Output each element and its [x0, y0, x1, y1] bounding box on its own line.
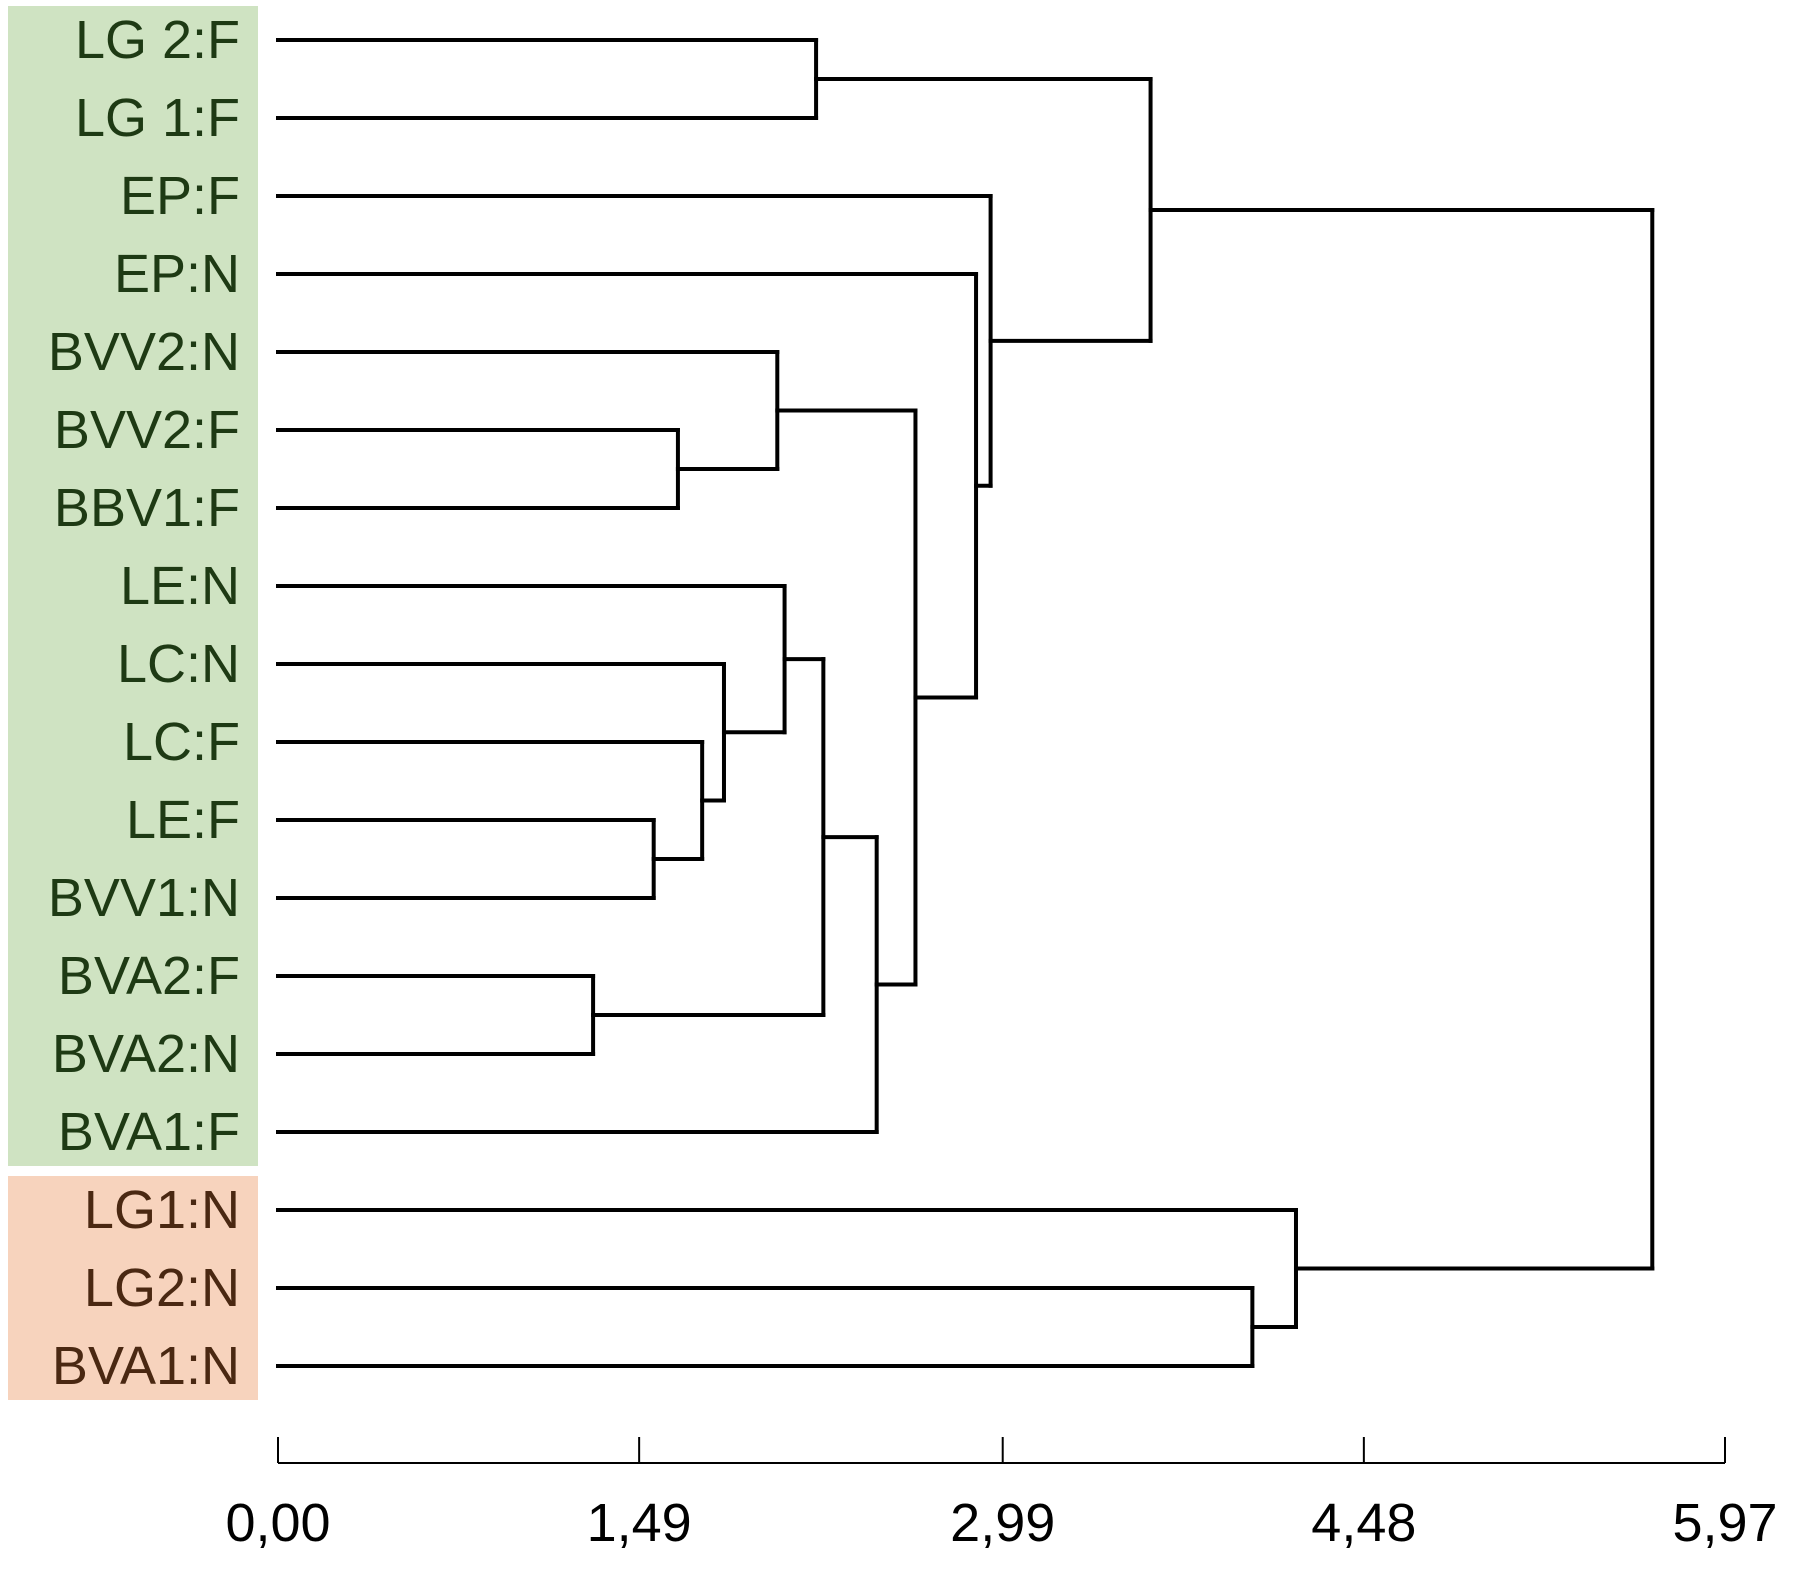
leaf-labels: LG 2:F LG 1:F EP:F EP:N BVV2:N BVV2:F BBV1:F LE… — [48, 10, 240, 1396]
leaf-label: BVA2:N — [52, 1024, 240, 1084]
leaf-label: LG1:N — [84, 1180, 240, 1240]
leaf-label: EP:F — [120, 166, 240, 226]
leaf-label: EP:N — [114, 244, 240, 304]
dendrogram-branches — [276, 38, 1655, 1368]
group-background-green — [8, 6, 258, 1166]
leaf-label: LC:N — [117, 634, 240, 694]
leaf-label: BVV1:N — [48, 868, 240, 928]
leaf-label: BBV1:F — [54, 478, 240, 538]
leaf-label: BVA1:F — [58, 1102, 240, 1162]
x-tick-label: 1,49 — [587, 1493, 692, 1553]
leaf-label: BVV2:F — [54, 400, 240, 460]
leaf-label: LG 2:F — [75, 10, 240, 70]
x-axis: 0,00 1,49 2,99 4,48 5,97 — [225, 1437, 1778, 1553]
leaf-label: LE:N — [120, 556, 240, 616]
leaf-label: BVA2:F — [58, 946, 240, 1006]
x-tick-label: 5,97 — [1672, 1493, 1777, 1553]
x-tick-label: 4,48 — [1311, 1493, 1416, 1553]
group-background-orange — [8, 1176, 258, 1400]
leaf-label: BVV2:N — [48, 322, 240, 382]
leaf-label: LC:F — [123, 712, 240, 772]
leaf-label: LE:F — [126, 790, 240, 850]
x-tick-label: 0,00 — [225, 1493, 330, 1553]
leaf-label: BVA1:N — [52, 1336, 240, 1396]
x-tick-label: 2,99 — [950, 1493, 1055, 1553]
group-backgrounds — [8, 6, 258, 1400]
leaf-label: LG 1:F — [75, 88, 240, 148]
leaf-label: LG2:N — [84, 1258, 240, 1318]
